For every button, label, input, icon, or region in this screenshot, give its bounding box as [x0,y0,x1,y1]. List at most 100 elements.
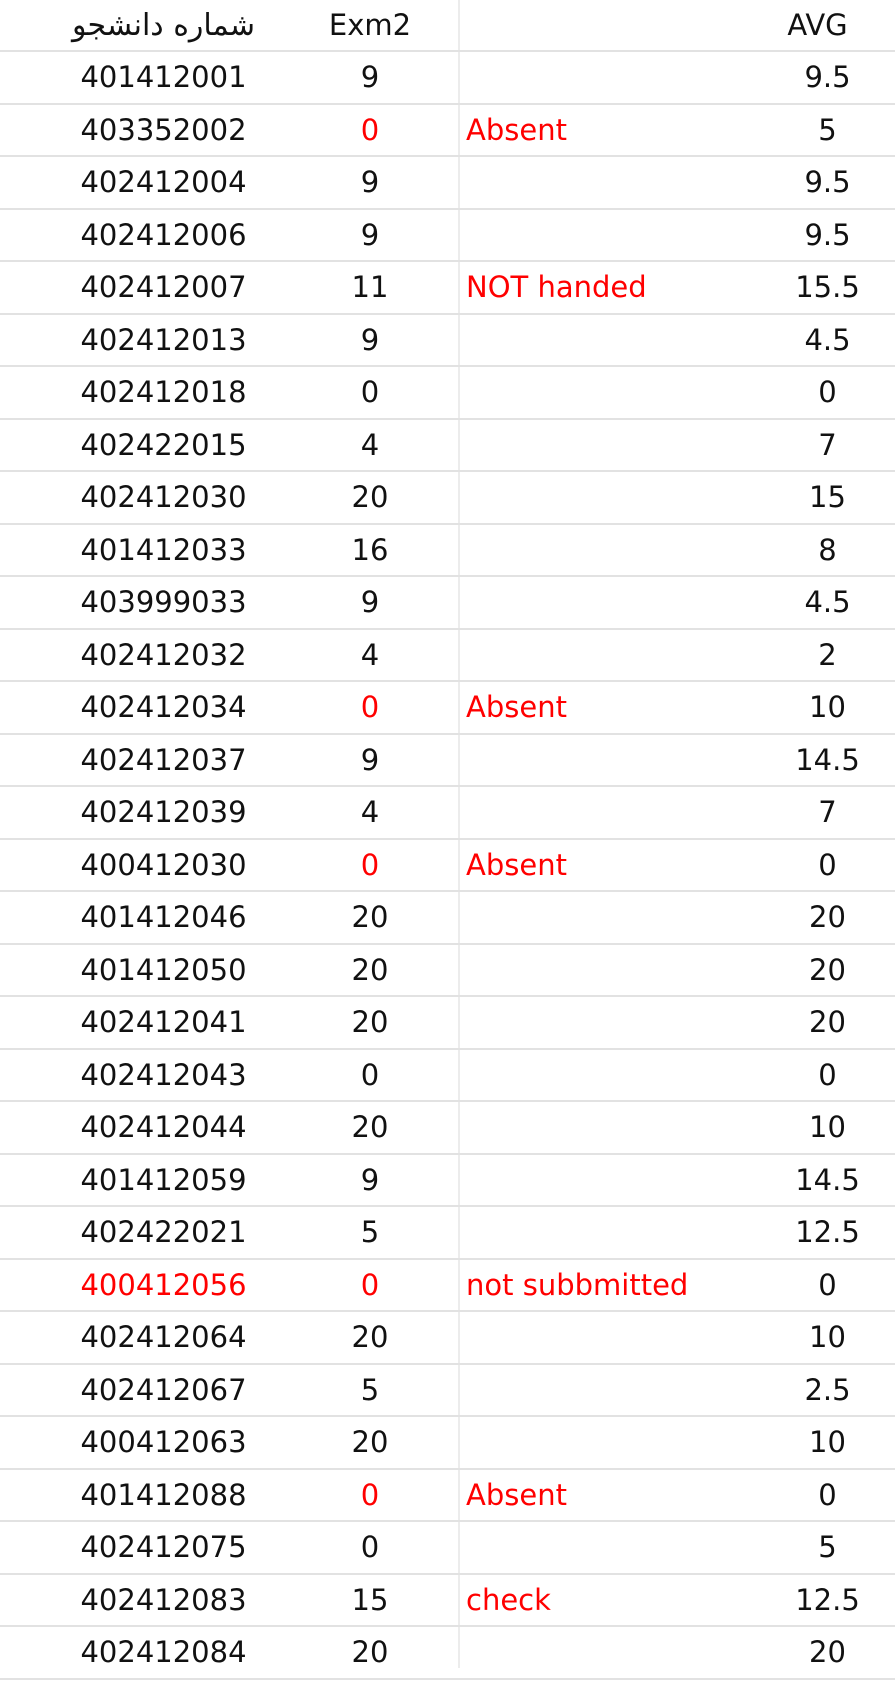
cell-note[interactable] [466,420,736,471]
cell-note[interactable] [466,1365,736,1416]
cell-student-id[interactable]: 402412004 [80,165,247,200]
cell-student-id[interactable]: 402422015 [80,427,247,462]
cell-avg[interactable]: 9.5 [804,217,851,252]
cell-avg[interactable]: 12.5 [795,1582,860,1617]
cell-note[interactable] [466,525,736,576]
cell-note[interactable] [466,630,736,681]
cell-student-id[interactable]: 402412018 [80,375,247,410]
cell-student-id[interactable]: 402412013 [80,322,247,357]
cell-student-id[interactable]: 402412043 [80,1057,247,1092]
cell-student-id[interactable]: 402412030 [80,480,247,515]
cell-student-id[interactable]: 401412046 [80,900,247,935]
cell-avg[interactable]: 0 [818,375,837,410]
cell-avg[interactable]: 4.5 [804,585,851,620]
cell-student-id[interactable]: 401412001 [80,60,247,95]
cell-avg[interactable]: 0 [818,1057,837,1092]
cell-exam2[interactable]: 9 [360,1162,380,1197]
cell-student-id[interactable]: 403999033 [80,585,247,620]
cell-avg[interactable]: 15 [809,480,846,515]
cell-student-id[interactable]: 402412006 [80,217,247,252]
cell-exam2[interactable]: 4 [360,637,380,672]
cell-avg[interactable]: 9.5 [804,165,851,200]
cell-note[interactable] [466,472,736,523]
cell-exam2[interactable]: 11 [351,270,389,305]
cell-note[interactable] [466,52,736,103]
cell-note[interactable]: NOT handed [466,270,647,305]
header-exam2[interactable]: Exm2 [328,8,412,42]
cell-avg[interactable]: 9.5 [804,60,851,95]
cell-student-id[interactable]: 402412083 [80,1582,247,1617]
cell-note[interactable] [466,1102,736,1153]
cell-student-id[interactable]: 402412037 [80,742,247,777]
cell-avg[interactable]: 0 [818,1477,837,1512]
cell-avg[interactable]: 20 [809,1005,846,1040]
cell-exam2[interactable]: 20 [351,1005,389,1040]
cell-note[interactable] [466,157,736,208]
cell-note[interactable]: check [466,1582,551,1617]
header-avg[interactable]: AVG [787,8,848,42]
cell-student-id[interactable]: 400412063 [80,1425,247,1460]
cell-note[interactable] [466,735,736,786]
cell-avg[interactable]: 14.5 [795,1162,860,1197]
cell-student-id[interactable]: 402422021 [80,1215,247,1250]
cell-exam2[interactable]: 4 [360,795,380,830]
cell-avg[interactable]: 10 [809,1425,846,1460]
cell-avg[interactable]: 15.5 [795,270,860,305]
cell-student-id[interactable]: 402412039 [80,795,247,830]
cell-exam2[interactable]: 0 [360,1530,380,1565]
cell-exam2[interactable]: 15 [351,1582,389,1617]
cell-note[interactable] [466,1050,736,1101]
cell-exam2[interactable]: 0 [360,1057,380,1092]
cell-avg[interactable]: 10 [809,1320,846,1355]
cell-exam2[interactable]: 16 [351,532,389,567]
cell-exam2[interactable]: 0 [360,375,380,410]
cell-avg[interactable]: 12.5 [795,1215,860,1250]
cell-exam2[interactable]: 9 [360,60,380,95]
cell-avg[interactable]: 10 [809,1110,846,1145]
cell-exam2[interactable]: 0 [360,112,380,147]
cell-student-id[interactable]: 402412044 [80,1110,247,1145]
cell-exam2[interactable]: 20 [351,1110,389,1145]
cell-avg[interactable]: 4.5 [804,322,851,357]
cell-student-id[interactable]: 402412075 [80,1530,247,1565]
cell-note[interactable] [466,315,736,366]
cell-avg[interactable]: 8 [818,532,837,567]
cell-note[interactable] [466,1417,736,1468]
cell-avg[interactable]: 2.5 [804,1372,851,1407]
cell-avg[interactable]: 7 [818,795,837,830]
cell-avg[interactable]: 14.5 [795,742,860,777]
cell-student-id[interactable]: 402412067 [80,1372,247,1407]
cell-note[interactable] [466,577,736,628]
cell-student-id[interactable]: 400412056 [80,1267,247,1302]
cell-avg[interactable]: 0 [818,1267,837,1302]
cell-note[interactable]: Absent [466,690,567,725]
cell-student-id[interactable]: 401412050 [80,952,247,987]
cell-avg[interactable]: 20 [809,900,846,935]
cell-note[interactable]: Absent [466,847,567,882]
cell-note[interactable] [466,1312,736,1363]
cell-exam2[interactable]: 9 [360,585,380,620]
cell-student-id[interactable]: 402412084 [80,1635,247,1670]
cell-student-id[interactable]: 402412064 [80,1320,247,1355]
cell-exam2[interactable]: 5 [360,1215,380,1250]
cell-avg[interactable]: 5 [818,112,837,147]
cell-student-id[interactable]: 403352002 [80,112,247,147]
cell-exam2[interactable]: 9 [360,322,380,357]
cell-note[interactable] [466,1522,736,1573]
header-student-id[interactable]: شماره دانشجو [71,7,256,43]
cell-student-id[interactable]: 401412059 [80,1162,247,1197]
cell-exam2[interactable]: 20 [351,952,389,987]
cell-note[interactable] [466,1627,736,1678]
cell-student-id[interactable]: 402412041 [80,1005,247,1040]
cell-avg[interactable]: 20 [809,1635,846,1670]
cell-note[interactable] [466,892,736,943]
header-note[interactable] [466,0,736,50]
cell-avg[interactable]: 0 [818,847,837,882]
cell-note[interactable] [466,210,736,261]
cell-note[interactable] [466,1155,736,1206]
cell-note[interactable]: not subbmitted [466,1267,689,1302]
cell-exam2[interactable]: 20 [351,1635,389,1670]
cell-exam2[interactable]: 0 [360,847,380,882]
cell-exam2[interactable]: 0 [360,1477,380,1512]
cell-avg[interactable]: 2 [818,637,837,672]
